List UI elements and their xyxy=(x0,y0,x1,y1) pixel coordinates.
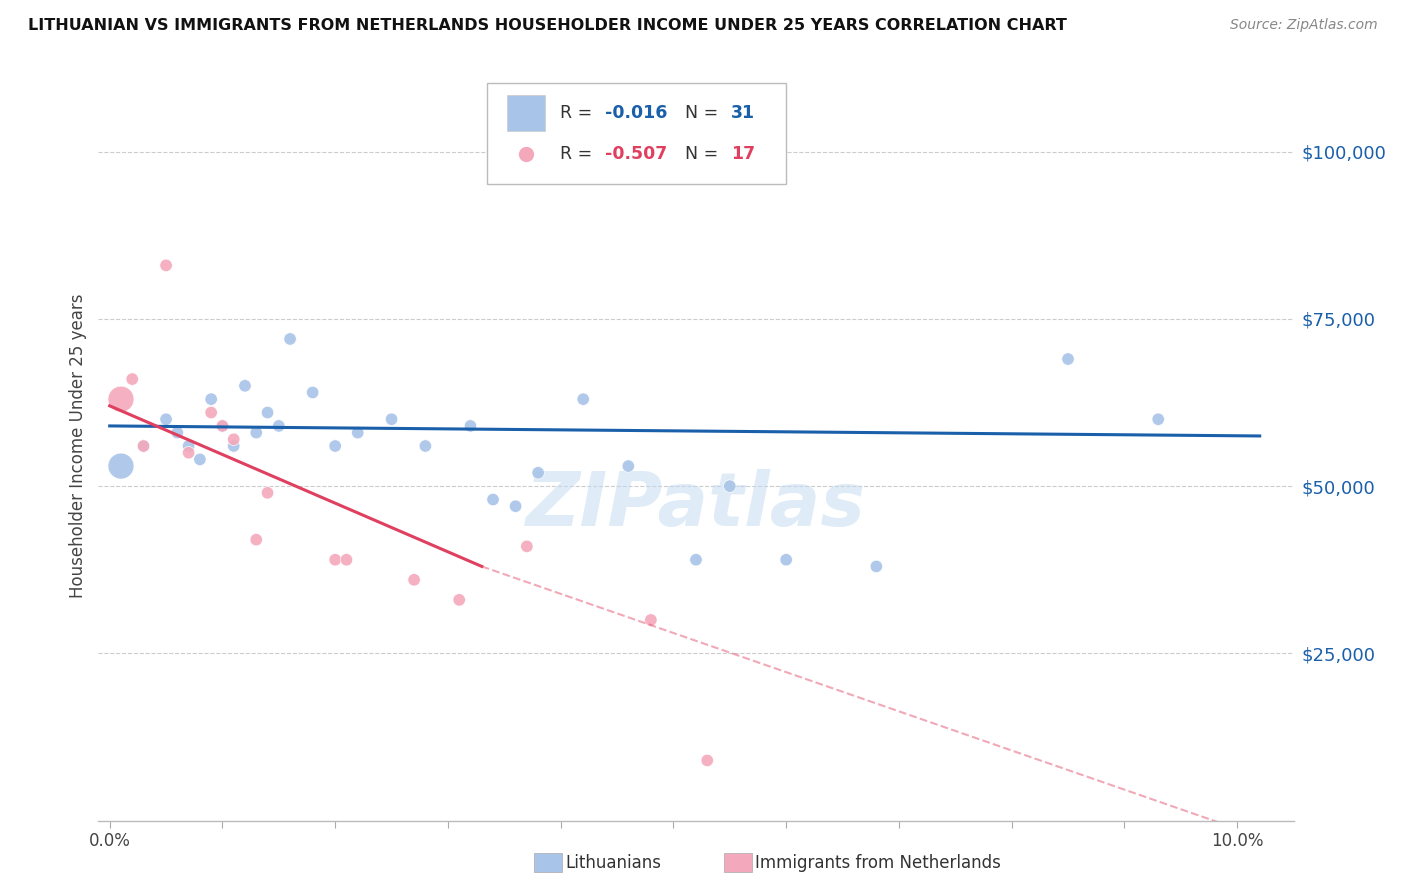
Point xyxy=(256,485,278,500)
Point xyxy=(718,479,741,493)
Point xyxy=(155,412,177,426)
Point xyxy=(685,552,707,567)
Point xyxy=(188,452,211,467)
Point xyxy=(233,378,256,392)
Text: R =: R = xyxy=(560,145,598,162)
Point xyxy=(245,533,267,547)
Point xyxy=(527,466,550,480)
Point xyxy=(278,332,301,346)
Point xyxy=(865,559,887,574)
Point xyxy=(155,258,177,272)
Point xyxy=(1057,351,1080,366)
Point xyxy=(211,419,233,434)
Point xyxy=(696,753,718,767)
Point xyxy=(617,458,640,473)
Point xyxy=(166,425,188,440)
Point xyxy=(775,552,797,567)
Text: Source: ZipAtlas.com: Source: ZipAtlas.com xyxy=(1230,18,1378,32)
Text: 31: 31 xyxy=(731,103,755,121)
Point xyxy=(200,405,222,420)
Point xyxy=(245,425,267,440)
Text: N =: N = xyxy=(685,145,724,162)
Point xyxy=(110,392,132,407)
Point xyxy=(449,592,471,607)
Point xyxy=(222,439,245,453)
Point xyxy=(572,392,595,407)
Point xyxy=(177,446,200,460)
Point xyxy=(482,492,505,507)
Point xyxy=(256,405,278,420)
Point xyxy=(110,458,132,473)
Y-axis label: Householder Income Under 25 years: Householder Income Under 25 years xyxy=(69,293,87,599)
Point xyxy=(132,439,155,453)
Text: N =: N = xyxy=(685,103,724,121)
Point xyxy=(380,412,402,426)
Point xyxy=(323,439,346,453)
Point xyxy=(222,433,245,447)
Text: -0.507: -0.507 xyxy=(605,145,668,162)
Point xyxy=(1147,412,1170,426)
Text: -0.016: -0.016 xyxy=(605,103,668,121)
Point xyxy=(121,372,143,386)
Text: R =: R = xyxy=(560,103,598,121)
FancyBboxPatch shape xyxy=(486,83,786,184)
Point xyxy=(132,439,155,453)
Point xyxy=(415,439,437,453)
Point xyxy=(640,613,662,627)
Text: Lithuanians: Lithuanians xyxy=(565,854,661,871)
Point xyxy=(267,419,290,434)
Text: 17: 17 xyxy=(731,145,755,162)
Point xyxy=(211,419,233,434)
Point xyxy=(505,500,527,514)
Point xyxy=(516,539,538,553)
Text: Immigrants from Netherlands: Immigrants from Netherlands xyxy=(755,854,1001,871)
Point xyxy=(460,419,482,434)
Point xyxy=(335,552,357,567)
Point xyxy=(346,425,368,440)
Point xyxy=(301,385,323,400)
Point xyxy=(323,552,346,567)
Text: ZIPatlas: ZIPatlas xyxy=(526,469,866,542)
Point xyxy=(404,573,426,587)
Text: LITHUANIAN VS IMMIGRANTS FROM NETHERLANDS HOUSEHOLDER INCOME UNDER 25 YEARS CORR: LITHUANIAN VS IMMIGRANTS FROM NETHERLAND… xyxy=(28,18,1067,33)
Point xyxy=(200,392,222,407)
FancyBboxPatch shape xyxy=(508,95,546,130)
Point xyxy=(177,439,200,453)
